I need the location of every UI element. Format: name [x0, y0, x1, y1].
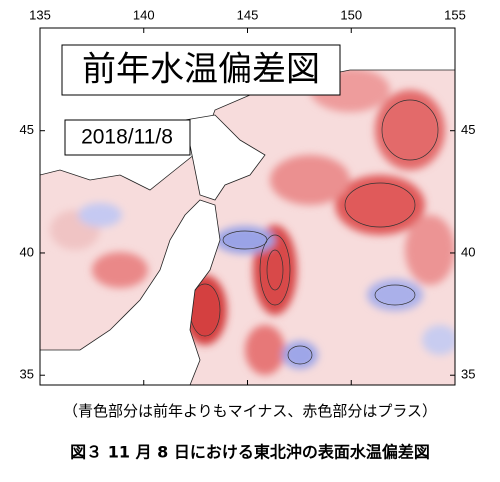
date-box: [64, 119, 191, 156]
x-tick-label: 150: [340, 7, 362, 22]
y-tick-label: 35: [461, 367, 475, 382]
title-box: [61, 44, 341, 96]
contours: [189, 99, 439, 365]
figure-caption: 図３ 11 月 8 日における東北沖の表面水温偏差図: [70, 443, 430, 462]
caption: （青色部分は前年よりもマイナス、赤色部分はプラス）: [63, 402, 437, 420]
y-tick-label: 45: [20, 122, 34, 137]
y-tick-label: 40: [461, 244, 475, 259]
y-tick-label: 40: [20, 244, 34, 259]
map-date: 2018/11/8: [81, 126, 173, 149]
y-tick-label: 35: [20, 367, 34, 382]
x-tick-label: 155: [444, 7, 466, 22]
y-tick-label: 45: [461, 122, 475, 137]
map-title: 前年水温偏差図: [82, 50, 320, 90]
x-tick-label: 145: [237, 7, 259, 22]
x-tick-label: 140: [133, 7, 155, 22]
x-tick-label: 135: [29, 7, 51, 22]
